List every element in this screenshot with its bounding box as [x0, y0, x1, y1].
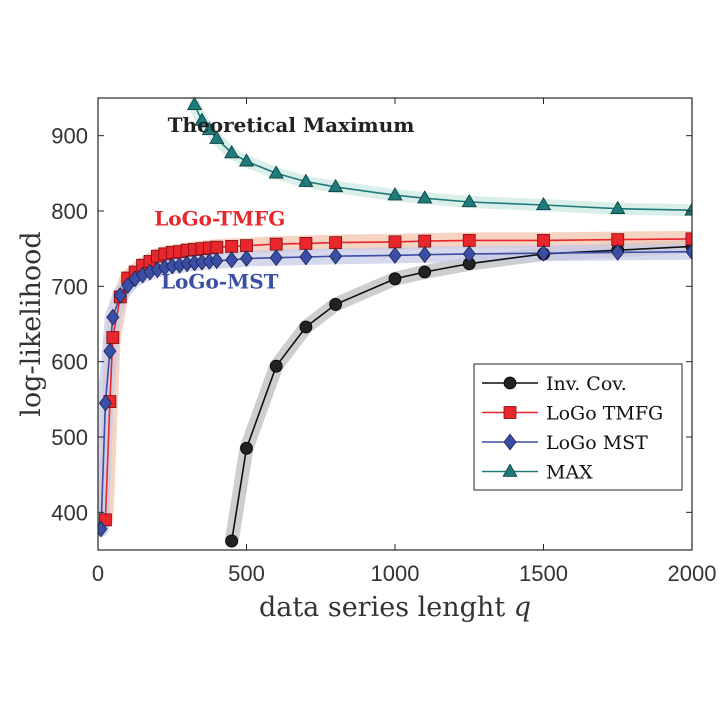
- data-point: [269, 359, 283, 373]
- data-point: [103, 342, 117, 360]
- data-point: [462, 245, 476, 263]
- data-point: [387, 187, 403, 201]
- y-tick-label: 900: [51, 124, 88, 149]
- data-point: [238, 153, 255, 167]
- annotation-label: LoGo-MST: [161, 270, 279, 294]
- x-axis-label: data series lenght q: [259, 592, 531, 623]
- data-point: [299, 248, 313, 266]
- annotation-label: Theoretical Maximum: [168, 113, 415, 137]
- data-point: [418, 234, 432, 248]
- legend-marker: [503, 433, 517, 451]
- legend: Inv. Cov. LoGo TMFG LoGo MST MAX: [473, 363, 683, 491]
- data-point: [298, 173, 314, 187]
- series-markers: [98, 98, 692, 548]
- x-axis-label-text: data series lenght: [259, 592, 505, 623]
- x-tick-label: 0: [92, 561, 104, 586]
- data-point: [461, 193, 477, 208]
- data-point: [106, 331, 120, 344]
- data-point: [225, 240, 239, 253]
- data-point: [210, 252, 224, 270]
- legend-marker: [502, 463, 518, 477]
- legend-label: Inv. Cov.: [546, 373, 627, 395]
- data-point: [225, 534, 239, 548]
- y-axis-label: log-likelihood: [16, 231, 47, 416]
- data-point: [210, 240, 224, 254]
- data-point: [268, 165, 284, 179]
- data-point: [462, 233, 476, 247]
- legend-marker: [503, 406, 517, 419]
- data-point: [98, 394, 112, 412]
- data-point: [209, 130, 225, 144]
- data-point: [684, 202, 692, 216]
- x-tick-label: 2000: [668, 561, 717, 586]
- data-point: [299, 236, 313, 250]
- data-point: [536, 244, 551, 262]
- data-point: [685, 243, 692, 261]
- legend-label: LoGo TMFG: [546, 403, 663, 425]
- y-tick-label: 800: [51, 199, 88, 224]
- legend-entries: Inv. Cov. LoGo TMFG LoGo MST MAX: [482, 373, 663, 484]
- data-point: [106, 308, 120, 326]
- data-point: [329, 236, 343, 250]
- legend-label: MAX: [546, 462, 593, 484]
- data-point: [611, 243, 625, 261]
- x-tick-label: 1000: [371, 561, 420, 586]
- y-tick-label: 600: [51, 350, 88, 375]
- data-point: [269, 249, 283, 267]
- data-point: [269, 237, 283, 251]
- data-point: [240, 441, 253, 455]
- data-point: [239, 250, 254, 267]
- data-point: [329, 298, 343, 311]
- data-point: [299, 320, 313, 334]
- legend-label: LoGo MST: [546, 432, 648, 454]
- y-tick-label: 700: [51, 274, 88, 299]
- data-point: [685, 232, 692, 246]
- data-point: [121, 277, 135, 295]
- data-point: [224, 144, 240, 159]
- data-point: [113, 286, 127, 304]
- data-point: [535, 196, 552, 211]
- y-tick-label: 400: [51, 500, 88, 525]
- data-point: [201, 121, 217, 135]
- data-point: [194, 112, 210, 126]
- x-tick-label: 500: [228, 561, 265, 586]
- annotation-label: LoGo-TMFG: [154, 206, 285, 230]
- annotations: Theoretical Maximum LoGo-TMFG LoGo-MST: [154, 113, 414, 294]
- data-point: [329, 247, 343, 265]
- data-point: [610, 200, 626, 214]
- axis-ticks: 0 500 1000 1500 2000 400 500 600 700 800 900: [51, 98, 716, 586]
- data-point: [417, 190, 433, 204]
- x-tick-label: 1500: [519, 561, 568, 586]
- y-tick-label: 500: [51, 425, 88, 450]
- data-point: [98, 520, 108, 538]
- data-point: [186, 98, 203, 110]
- data-point: [388, 272, 402, 286]
- data-point: [328, 178, 344, 193]
- data-point: [418, 246, 432, 264]
- data-point: [388, 246, 402, 264]
- legend-marker: [503, 376, 517, 390]
- data-point: [418, 265, 432, 279]
- data-point: [388, 235, 402, 249]
- x-axis-label-variable: q: [514, 592, 531, 623]
- data-point: [537, 233, 550, 247]
- data-point: [225, 251, 239, 269]
- data-point: [240, 239, 253, 253]
- data-point: [611, 233, 625, 247]
